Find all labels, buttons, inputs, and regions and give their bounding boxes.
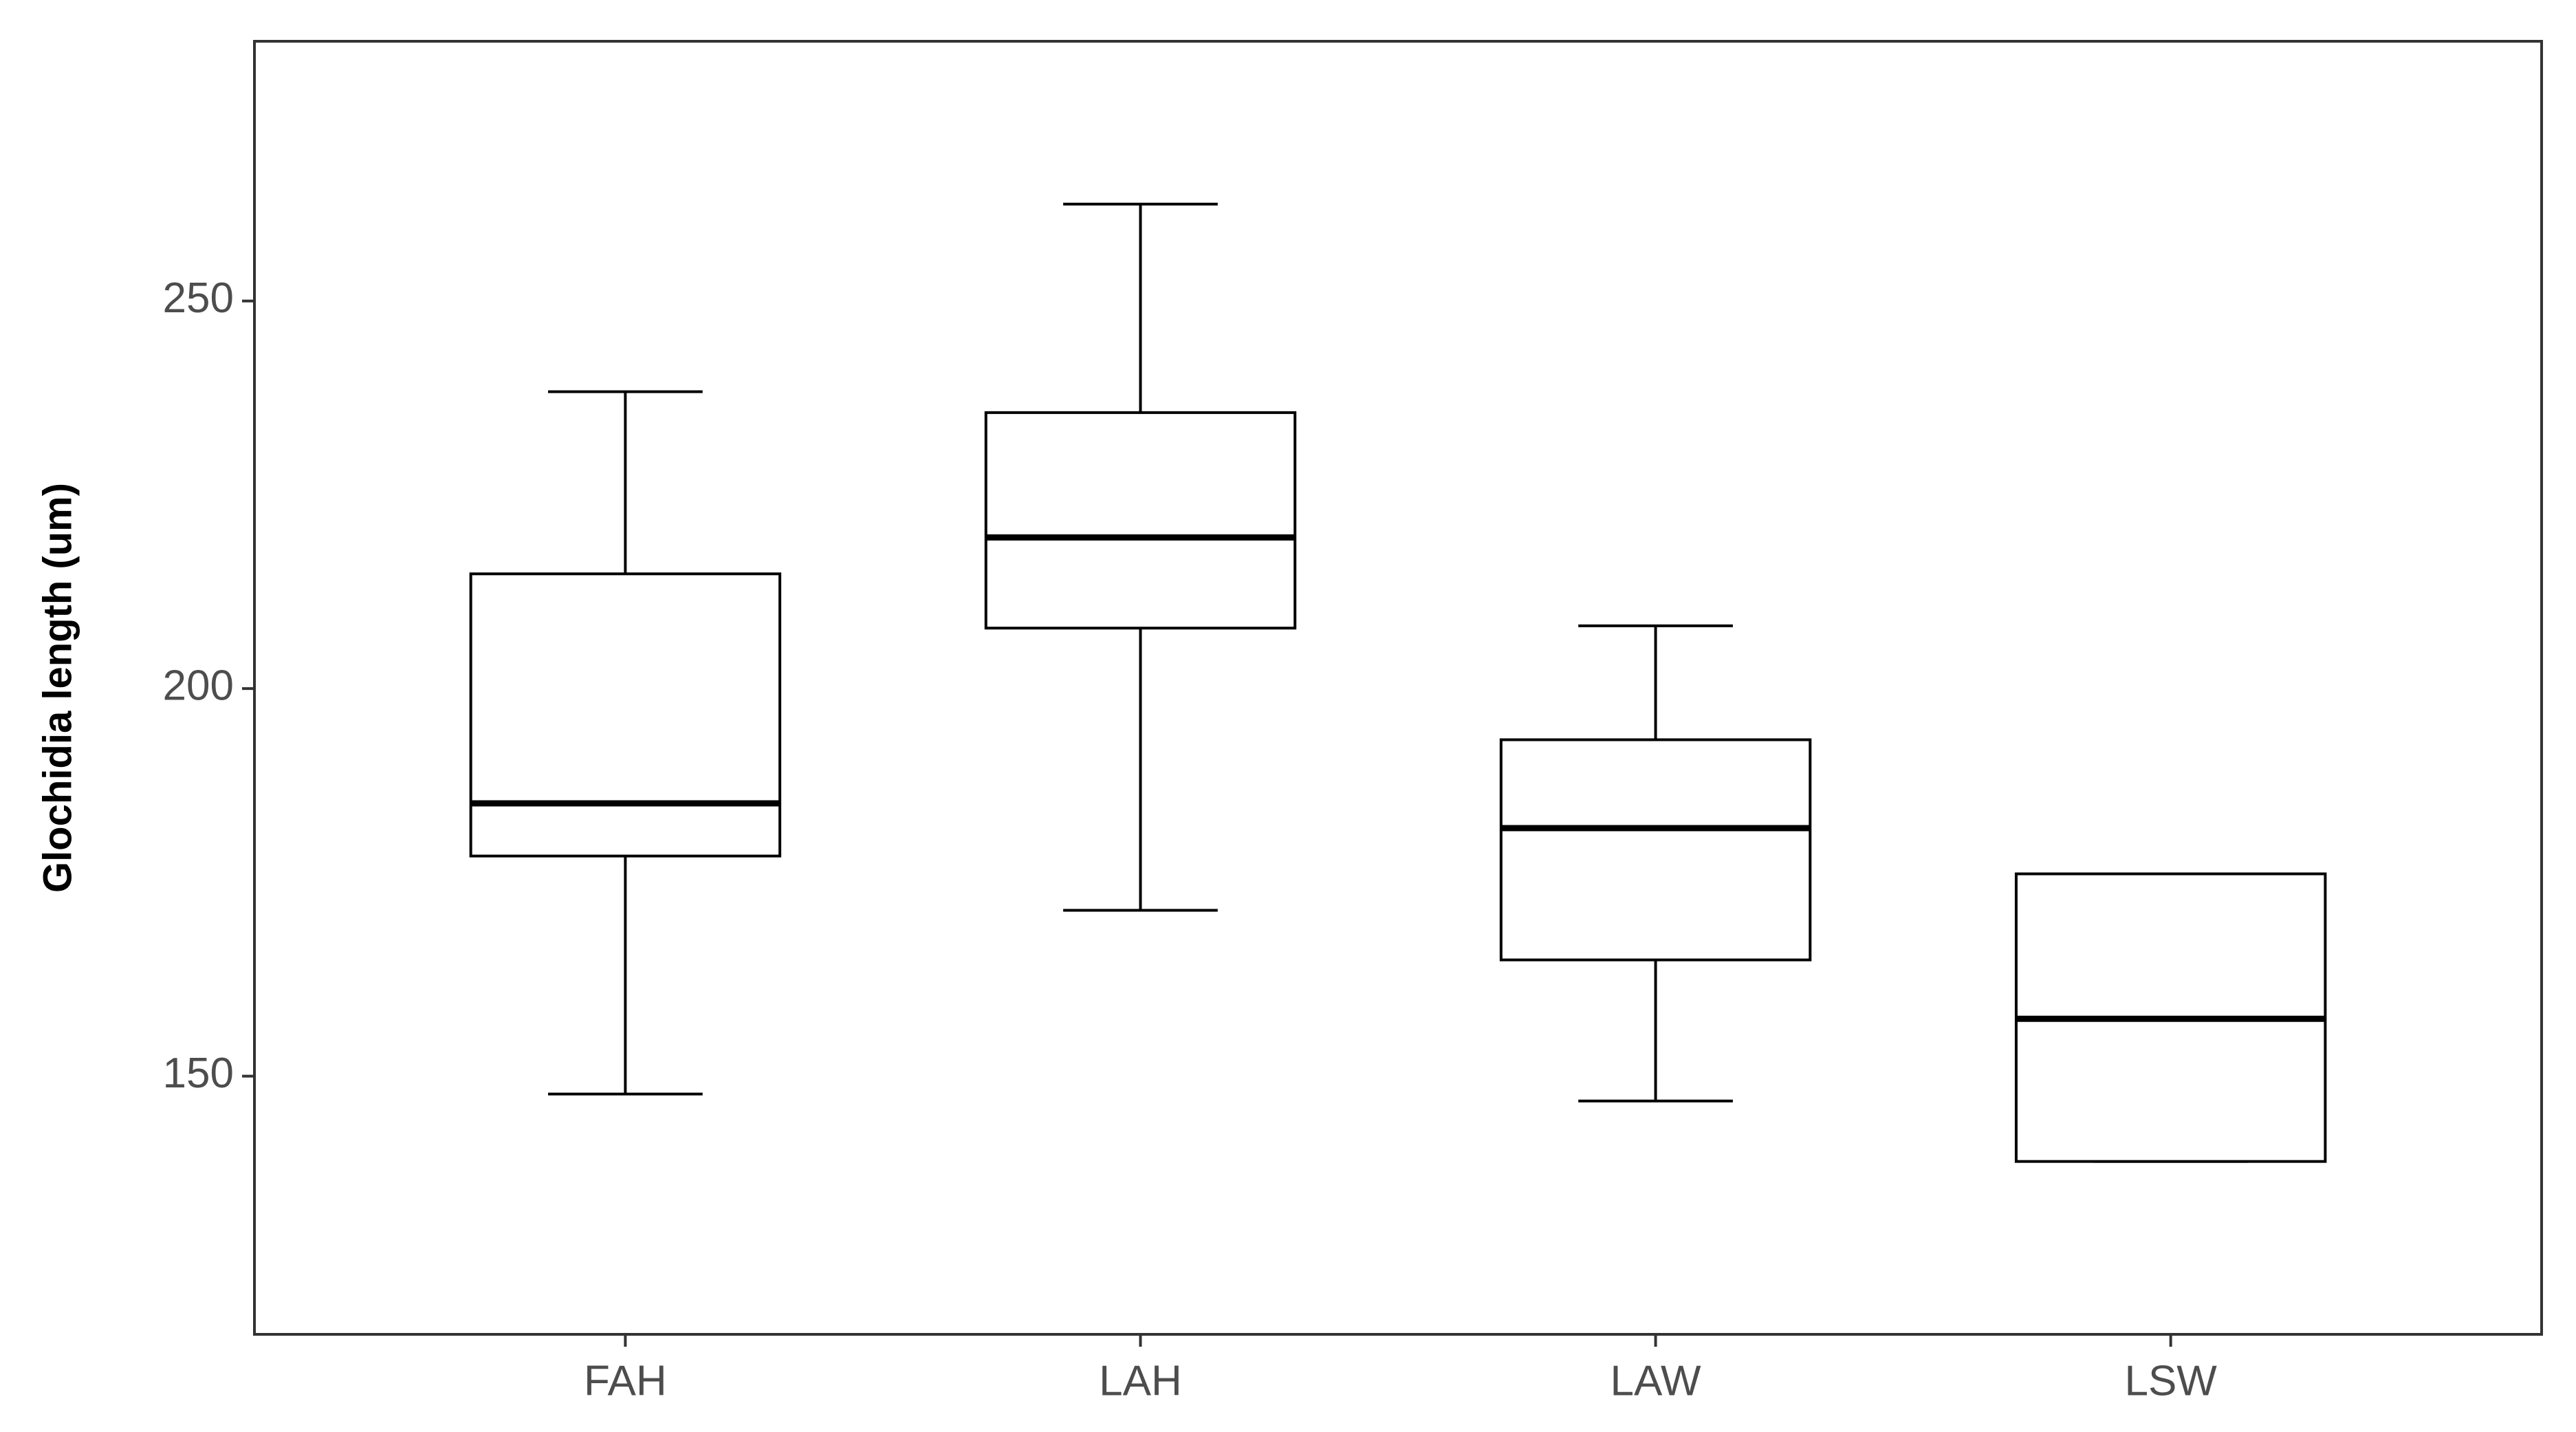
x-tick-label: LSW xyxy=(2124,1357,2217,1404)
x-tick-label: LAH xyxy=(1099,1357,1182,1404)
box xyxy=(1499,738,1812,962)
y-tick-label: 200 xyxy=(163,662,234,710)
box xyxy=(984,411,1297,630)
x-tick-label: FAH xyxy=(584,1357,667,1404)
box xyxy=(469,572,782,858)
y-axis-title: Glochidia length (um) xyxy=(35,483,80,893)
y-tick-label: 250 xyxy=(163,274,234,322)
x-tick-label: LAW xyxy=(1611,1357,1702,1404)
y-tick-label: 150 xyxy=(163,1050,234,1097)
